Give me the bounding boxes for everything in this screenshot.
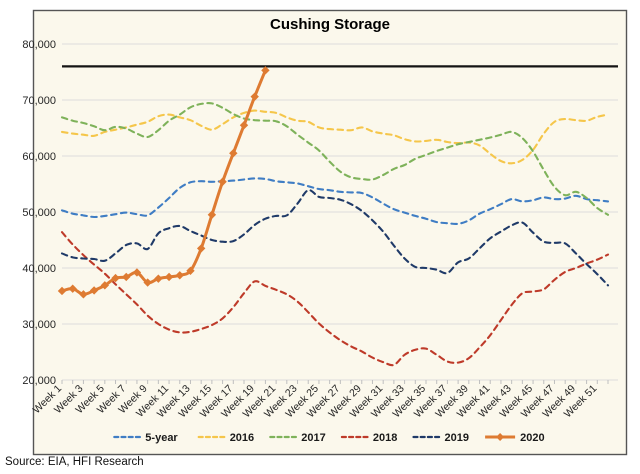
y-axis-labels: 20,000 30,000 40,000 50,000 60,000 70,000 80,0… xyxy=(22,39,56,387)
legend-item-2017: 2017 xyxy=(269,432,326,444)
diamond-marker xyxy=(196,244,206,253)
gridlines xyxy=(62,43,618,381)
legend-label: 2018 xyxy=(373,432,397,444)
diamond-marker xyxy=(261,66,270,75)
y-tick-label: 20,000 xyxy=(22,375,56,387)
diamond-marker xyxy=(218,177,227,186)
series-line xyxy=(60,189,610,287)
diamond-marker xyxy=(154,274,163,283)
data-series xyxy=(57,66,610,367)
diamond-marker xyxy=(79,290,88,299)
series-line xyxy=(60,177,610,225)
y-tick-label: 30,000 xyxy=(22,319,56,331)
diamond-marker xyxy=(250,92,259,101)
diamond-marker xyxy=(239,121,249,130)
series-2020 xyxy=(57,66,270,299)
legend-label: 2019 xyxy=(445,432,469,444)
legend-label: 5-year xyxy=(145,432,178,444)
legend-item-5-year: 5-year xyxy=(113,432,178,444)
series-line xyxy=(60,231,610,367)
series-2018 xyxy=(60,231,610,367)
diamond-marker xyxy=(229,149,238,158)
legend-label: 2017 xyxy=(301,432,325,444)
legend-item-2020: 2020 xyxy=(485,432,545,444)
series-2016 xyxy=(60,109,610,165)
y-tick-label: 80,000 xyxy=(22,39,56,51)
diamond-marker xyxy=(207,210,217,219)
chart-title: Cushing Storage xyxy=(270,16,390,33)
series-2017 xyxy=(60,102,610,216)
diamond-marker xyxy=(164,272,174,282)
y-tick-label: 60,000 xyxy=(22,151,56,163)
diamond-marker xyxy=(89,286,99,295)
legend-diamond-marker xyxy=(496,433,505,441)
diamond-marker xyxy=(132,268,142,277)
diamond-marker xyxy=(122,272,131,282)
diamond-marker xyxy=(111,273,120,283)
legend-item-2016: 2016 xyxy=(197,432,254,444)
series-5-year xyxy=(60,177,610,225)
y-tick-label: 70,000 xyxy=(22,95,56,107)
y-tick-label: 50,000 xyxy=(22,207,56,219)
series-2019 xyxy=(60,189,610,287)
diamond-marker xyxy=(57,286,67,296)
legend-item-2018: 2018 xyxy=(340,432,397,444)
legend-label: 2020 xyxy=(520,432,544,444)
legend: 5-year 2016 2017 2018 2019 2020 xyxy=(113,432,545,444)
diamond-marker xyxy=(68,284,77,293)
source-caption: Source: EIA, HFI Research xyxy=(5,456,144,468)
diamond-marker xyxy=(175,271,184,280)
legend-item-2019: 2019 xyxy=(412,432,469,444)
diamond-marker xyxy=(143,278,152,287)
series-line xyxy=(60,102,610,216)
y-tick-label: 40,000 xyxy=(22,263,56,275)
diamond-marker xyxy=(100,281,110,290)
series-line xyxy=(60,109,610,165)
diamond-marker xyxy=(186,266,195,275)
legend-label: 2016 xyxy=(230,432,254,444)
